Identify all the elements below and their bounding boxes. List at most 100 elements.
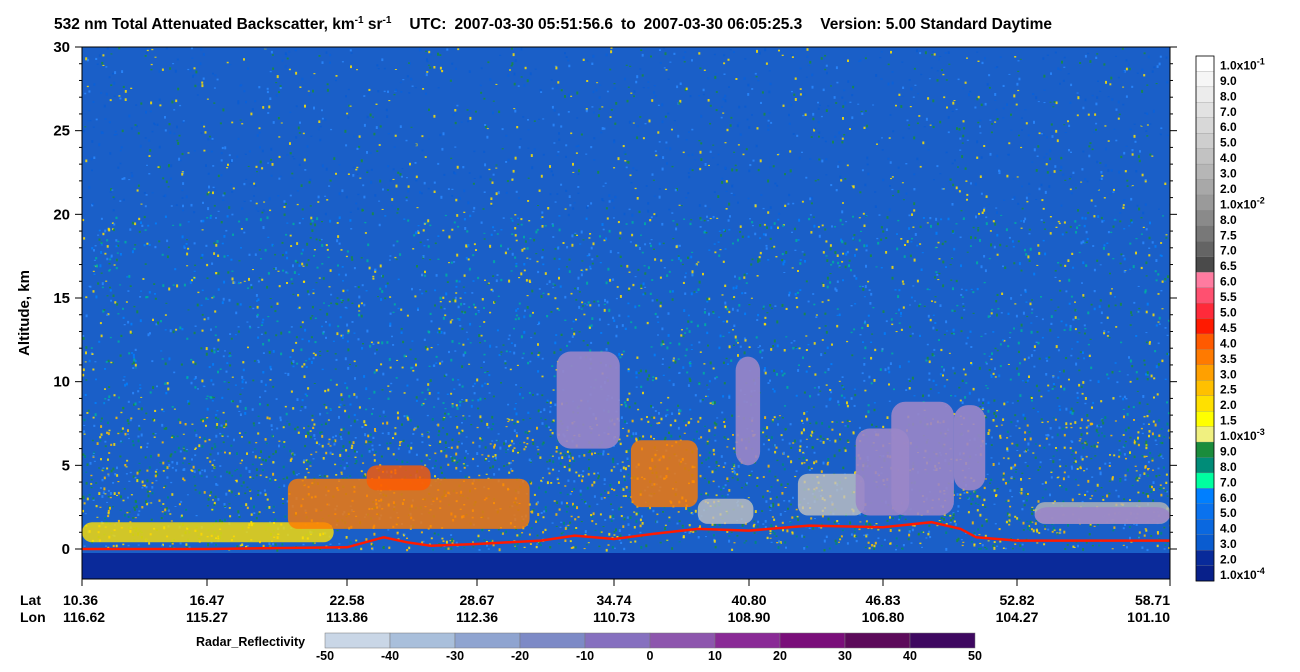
colorbar-label: 1.0x10-4: [1220, 566, 1265, 582]
lat-tick-label: 22.58: [329, 592, 364, 608]
lat-tick-label: 10.36: [63, 592, 98, 608]
lat-tick-label: 40.80: [731, 592, 766, 608]
colorbar-label: 2.0: [1220, 182, 1237, 196]
colorbar-swatch: [1196, 566, 1214, 582]
colorbar-label: 7.0: [1220, 105, 1237, 119]
colorbar-swatch: [1196, 288, 1214, 304]
lon-tick-label: 113.86: [326, 609, 368, 625]
colorbar-swatch: [1196, 334, 1214, 350]
colorbar-label: 1.0x10-1: [1220, 56, 1265, 72]
colorbar-label: 3.0: [1220, 167, 1237, 181]
y-tick-label: 0: [62, 541, 70, 558]
colorbar-swatch: [1196, 71, 1214, 87]
y-tick-label: 20: [53, 206, 70, 223]
radar-cell-5: [1035, 507, 1170, 524]
colorbar-swatch: [1196, 56, 1214, 72]
colorbar-swatch: [1196, 133, 1214, 149]
colorbar-label: 9.0: [1220, 74, 1237, 88]
colorbar-swatch: [1196, 303, 1214, 319]
radar-tick-label: -20: [511, 649, 529, 663]
radar-swatch: [455, 633, 520, 648]
radar-swatch: [325, 633, 390, 648]
colorbar-label: 3.0: [1220, 537, 1237, 551]
colorbar-label: 5.0: [1220, 306, 1237, 320]
y-tick-label: 10: [53, 374, 70, 391]
colorbar-swatch: [1196, 319, 1214, 335]
colorbar-swatch: [1196, 442, 1214, 458]
colorbar-swatch: [1196, 210, 1214, 226]
radar-tick-label: 0: [647, 649, 654, 663]
radar-tick-label: -50: [316, 649, 334, 663]
colorbar-label: 1.0x10-2: [1220, 195, 1265, 211]
colorbar-swatch: [1196, 365, 1214, 381]
colorbar-label: 2.5: [1220, 383, 1237, 397]
colorbar-swatch: [1196, 411, 1214, 427]
y-tick-label: 15: [53, 290, 70, 307]
colorbar-swatch: [1196, 457, 1214, 473]
colorbar-label: 4.0: [1220, 336, 1237, 350]
colorbar-swatch: [1196, 550, 1214, 566]
colorbar-label: 6.0: [1220, 120, 1237, 134]
colorbar-label: 7.0: [1220, 244, 1237, 258]
colorbar-swatch: [1196, 102, 1214, 118]
radar-tick-label: -30: [446, 649, 464, 663]
lon-tick-label: 110.73: [593, 609, 635, 625]
radar-tick-label: 10: [708, 649, 722, 663]
radar-swatch: [520, 633, 585, 648]
colorbar-label: 6.5: [1220, 259, 1237, 273]
y-axis-label: Altitude, km: [16, 270, 33, 356]
colorbar-swatch: [1196, 349, 1214, 365]
plot-area: [82, 47, 1172, 579]
colorbar-label: 5.0: [1220, 506, 1237, 520]
colorbar-swatch: [1196, 380, 1214, 396]
colorbar-swatch: [1196, 488, 1214, 504]
radar-tick-label: -10: [576, 649, 594, 663]
colorbar-label: 7.5: [1220, 228, 1237, 242]
colorbar-swatch: [1196, 396, 1214, 412]
radar-cell-1: [736, 357, 760, 466]
colorbar-swatch: [1196, 257, 1214, 273]
cloud-layer-5: [798, 474, 865, 516]
below-surface: [82, 553, 1170, 579]
radar-swatch: [390, 633, 455, 648]
radar-swatch: [715, 633, 780, 648]
lat-tick-label: 16.47: [189, 592, 224, 608]
colorbar-label: 5.0: [1220, 136, 1237, 150]
lat-tick-label: 58.71: [1135, 592, 1170, 608]
colorbar-swatch: [1196, 118, 1214, 134]
cloud-layer-3: [631, 440, 698, 507]
radar-tick-label: 50: [968, 649, 982, 663]
colorbar-label: 5.5: [1220, 290, 1237, 304]
radar-swatch: [845, 633, 910, 648]
colorbar-swatch: [1196, 241, 1214, 257]
radar-label: Radar_Reflectivity: [196, 635, 305, 649]
radar-cell-4: [954, 405, 985, 490]
lon-tick-label: 106.80: [862, 609, 905, 625]
colorbar-label: 2.0: [1220, 553, 1237, 567]
colorbar-label: 3.5: [1220, 352, 1237, 366]
colorbar-swatch: [1196, 164, 1214, 180]
radar-cell-3: [891, 402, 954, 516]
colorbar-label: 9.0: [1220, 444, 1237, 458]
colorbar-label: 2.0: [1220, 398, 1237, 412]
y-tick-label: 30: [53, 39, 70, 56]
colorbar-label: 8.0: [1220, 213, 1237, 227]
lon-tick-label: 116.62: [63, 609, 105, 625]
radar-swatch: [585, 633, 650, 648]
colorbar-label: 4.0: [1220, 151, 1237, 165]
colorbar-swatch: [1196, 272, 1214, 288]
colorbar-label: 1.0x10-3: [1220, 427, 1265, 443]
colorbar-label: 6.0: [1220, 491, 1237, 505]
colorbar-label: 4.0: [1220, 522, 1237, 536]
radar-tick-label: 20: [773, 649, 787, 663]
colorbar-swatch: [1196, 195, 1214, 211]
x-axis: 10.36116.6216.47115.2722.58113.8628.6711…: [63, 579, 1170, 625]
cloud-layer-2: [367, 465, 431, 490]
colorbar-label: 1.5: [1220, 414, 1237, 428]
colorbar-swatch: [1196, 226, 1214, 242]
radar-tick-label: -40: [381, 649, 399, 663]
lon-tick-label: 104.27: [996, 609, 1039, 625]
colorbar-swatch: [1196, 519, 1214, 535]
lat-label: Lat: [20, 592, 41, 608]
